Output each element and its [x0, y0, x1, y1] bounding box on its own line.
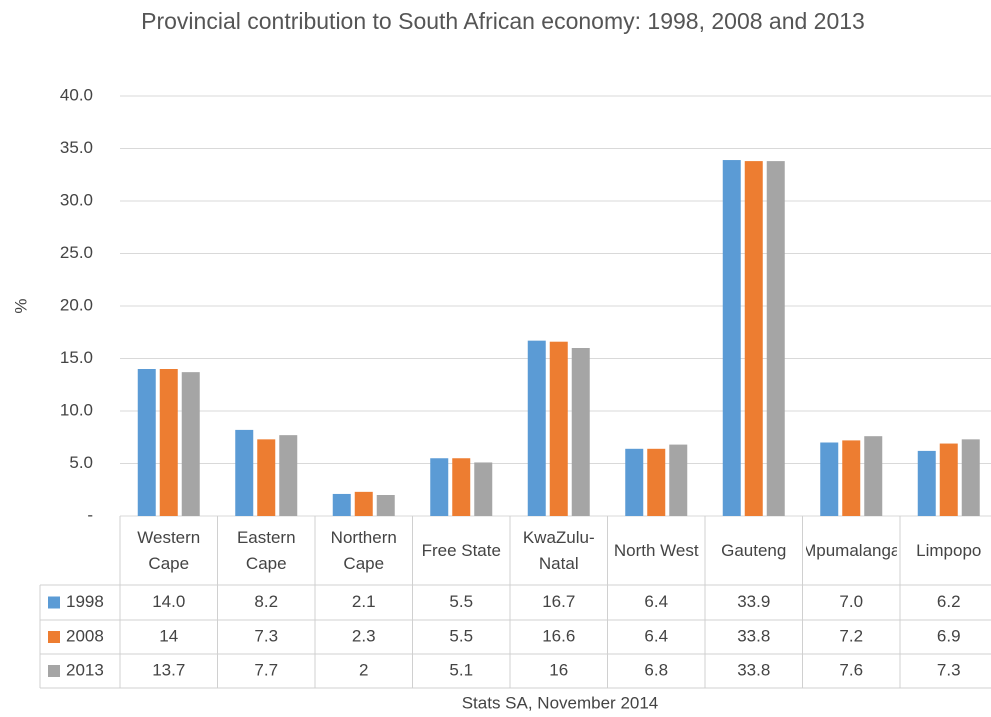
bar — [332, 493, 351, 516]
bar — [722, 160, 741, 517]
bar — [159, 369, 178, 516]
table-value: 16.6 — [542, 626, 575, 645]
title-box: Provincial contribution to South African… — [141, 8, 865, 34]
x-tick-label: Western Cape — [137, 527, 201, 573]
y-tick-label: 10.0 — [60, 400, 93, 419]
table-value: 6.4 — [644, 626, 668, 645]
legend-swatch — [48, 596, 60, 609]
table-value: 14.0 — [152, 592, 185, 611]
table-value: 6.9 — [937, 626, 961, 645]
table-value: 6.2 — [937, 592, 961, 611]
table-value: 7.2 — [839, 626, 863, 645]
bar — [766, 161, 785, 516]
x-tick-label-box: North West — [613, 540, 699, 560]
table-value: 8.2 — [254, 592, 278, 611]
x-tick-label-box: Western Cape — [137, 527, 201, 573]
x-tick-label-box: KwaZulu-Natal — [522, 527, 595, 573]
bar — [820, 442, 839, 516]
bar — [917, 450, 936, 516]
table-value: 7.0 — [839, 592, 863, 611]
bar — [939, 443, 958, 516]
y-tick-label: 30.0 — [60, 190, 93, 209]
bar — [744, 161, 763, 516]
bar — [571, 348, 590, 516]
table-value: 33.9 — [737, 592, 770, 611]
bar — [669, 444, 688, 516]
table-value: 2 — [359, 660, 368, 679]
x-tick-label: Gauteng — [721, 540, 787, 560]
x-tick-label: Mpumalanga — [805, 540, 898, 560]
table-value: 13.7 — [152, 660, 185, 679]
x-tick-label-box: Eastern Cape — [236, 527, 296, 573]
bar — [864, 436, 883, 516]
table-value: 2.3 — [352, 626, 376, 645]
table-value: 33.8 — [737, 660, 770, 679]
source: Stats SA, November 2014 — [462, 693, 659, 712]
table-value: 16 — [549, 660, 568, 679]
x-tick-label-box: Northern Cape — [330, 527, 397, 573]
bar — [474, 462, 493, 516]
bar — [842, 440, 861, 516]
bar — [279, 435, 298, 516]
table-value: 16.7 — [542, 592, 575, 611]
bar — [235, 429, 254, 516]
bar — [430, 458, 449, 516]
bar — [647, 448, 666, 516]
table-value: 6.8 — [644, 660, 668, 679]
table-value: 6.4 — [644, 592, 668, 611]
y-tick-label: 5.0 — [69, 453, 93, 472]
bar — [354, 491, 373, 516]
legend-label: 1998 — [66, 592, 104, 611]
x-tick-label-box: Mpumalanga — [805, 540, 898, 560]
table-value: 2.1 — [352, 592, 376, 611]
x-tick-label: Eastern Cape — [236, 527, 296, 573]
legend-swatch — [48, 631, 60, 643]
x-tick-label: Free State — [421, 540, 501, 560]
legend-label: 2008 — [66, 626, 104, 645]
y-tick-label: 15.0 — [60, 348, 93, 367]
bar — [549, 341, 568, 516]
bar — [137, 369, 156, 516]
table-value: 7.7 — [254, 660, 278, 679]
y-tick-label: 25.0 — [60, 243, 93, 262]
y-tick-label: 20.0 — [60, 295, 93, 314]
chart-title: Provincial contribution to South African… — [141, 8, 865, 34]
table-value: 7.3 — [937, 660, 961, 679]
x-tick-label: Northern Cape — [330, 527, 397, 573]
x-tick-label: Limpopo — [916, 540, 982, 560]
table-value: 5.5 — [449, 592, 473, 611]
x-tick-label-box: Gauteng — [721, 540, 787, 560]
bar — [376, 495, 395, 516]
x-tick-label: KwaZulu-Natal — [522, 527, 595, 573]
y-tick-label: 35.0 — [60, 138, 93, 157]
bar — [181, 372, 200, 516]
legend-swatch — [48, 665, 60, 677]
x-tick-label-box: Free State — [421, 540, 501, 560]
x-tick-label-box: Limpopo — [916, 540, 982, 560]
table-value: 33.8 — [737, 626, 770, 645]
legend-label: 2013 — [66, 660, 104, 679]
bar — [625, 448, 644, 516]
bar — [527, 340, 546, 516]
table-value: 5.1 — [449, 660, 473, 679]
bar — [452, 458, 471, 516]
y-tick-label: - — [87, 505, 93, 524]
table-value: 7.3 — [254, 626, 278, 645]
y-tick-label: 40.0 — [60, 85, 93, 104]
table-value: 7.6 — [839, 660, 863, 679]
bar — [257, 439, 276, 516]
table-value: 14 — [159, 626, 178, 645]
bar — [961, 439, 980, 516]
table-value: 5.5 — [449, 626, 473, 645]
x-tick-label: North West — [613, 540, 699, 560]
y-axis-label: % — [11, 298, 30, 313]
